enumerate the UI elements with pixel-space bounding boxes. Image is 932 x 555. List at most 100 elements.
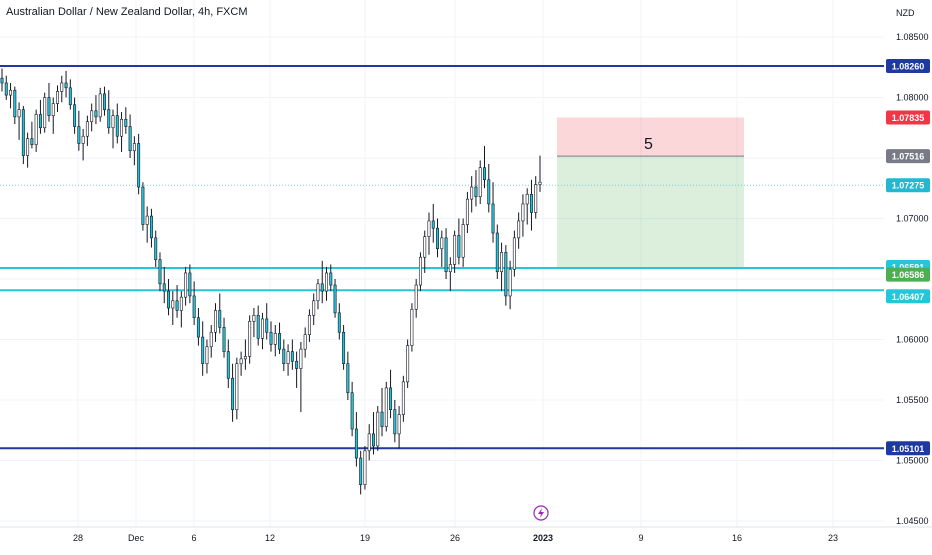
candle — [0, 68, 4, 92]
candle — [342, 324, 346, 370]
candle-body — [367, 433, 371, 452]
candle-body — [90, 110, 94, 122]
candle — [325, 266, 328, 301]
candle-body — [414, 284, 418, 310]
candle — [269, 321, 273, 352]
candle-body — [448, 264, 452, 273]
candle-body — [132, 143, 136, 152]
candle-body — [252, 314, 256, 322]
candle-body — [120, 118, 124, 137]
candle-body — [525, 194, 529, 205]
candle — [465, 191, 469, 234]
candle — [98, 87, 102, 122]
candle-body — [26, 138, 30, 156]
candle — [320, 260, 324, 304]
candle-body — [73, 104, 77, 127]
candle-body — [376, 411, 380, 447]
horizontal-lines[interactable] — [0, 65, 884, 450]
candle — [17, 102, 21, 140]
candle-body — [98, 93, 102, 118]
price-badge-label: 1.06586 — [892, 270, 925, 280]
candle — [265, 303, 269, 340]
candle-body — [329, 272, 333, 286]
currency-label: NZD — [896, 8, 915, 18]
candle-body — [359, 457, 363, 485]
candle — [111, 109, 115, 149]
candle — [286, 344, 290, 376]
price-badge-bg — [886, 110, 930, 125]
candle — [64, 70, 68, 98]
candle — [158, 252, 162, 292]
candle-body — [350, 392, 354, 430]
candle-body — [521, 203, 525, 222]
stop-zone[interactable] — [557, 117, 744, 157]
price-badge-bg — [886, 289, 930, 304]
position-tool[interactable]: 5 — [557, 117, 744, 269]
candle-body — [158, 259, 162, 285]
candle-body — [141, 186, 145, 225]
candle — [307, 309, 311, 342]
candle-body — [239, 358, 243, 364]
candle — [461, 218, 465, 267]
candle — [346, 351, 350, 400]
candle — [260, 312, 264, 350]
candle — [218, 293, 222, 334]
candle — [431, 203, 435, 243]
candle-body — [517, 220, 521, 239]
chart-title: Australian Dollar / New Zealand Dollar, … — [6, 6, 248, 18]
candle-body — [273, 333, 277, 345]
candle — [478, 160, 482, 204]
candle-body — [175, 300, 179, 311]
lightning-icon[interactable] — [533, 505, 549, 521]
position-label: 5 — [644, 136, 653, 153]
candle — [295, 351, 299, 388]
candle — [243, 339, 247, 370]
candle — [179, 291, 183, 328]
x-tick-label: 12 — [265, 533, 275, 543]
candle — [184, 266, 188, 306]
time-axis[interactable]: 28 Dec 6 12 19 26 2023 9 16 23 — [0, 526, 932, 543]
candle-body — [43, 97, 47, 129]
candle-body — [51, 103, 55, 116]
candle-body — [171, 300, 175, 309]
candle-body — [94, 110, 98, 118]
candle — [196, 308, 200, 346]
candle-body — [436, 227, 439, 250]
price-badge: 1.06407 — [886, 289, 930, 304]
candle-body — [167, 290, 170, 309]
y-tick-label: 1.05000 — [896, 456, 929, 466]
candle-body — [248, 321, 252, 357]
candle-body — [410, 308, 414, 346]
price-badges: 1.08260 1.06591 1.06407 1.05101 1.07835 1.075… — [886, 59, 930, 456]
candle-body — [115, 115, 119, 137]
candle-body — [406, 345, 410, 383]
candle-body — [34, 114, 38, 145]
candle — [500, 242, 504, 292]
candle — [401, 375, 405, 422]
candle-body — [312, 300, 316, 316]
icons[interactable] — [533, 505, 549, 521]
candle-body — [85, 121, 89, 137]
candle — [120, 112, 124, 152]
candle-body — [60, 82, 64, 92]
candle — [38, 99, 42, 134]
candle — [209, 324, 213, 358]
candle — [517, 212, 521, 249]
candle-body — [269, 331, 273, 345]
candle — [252, 308, 256, 338]
candle — [521, 194, 525, 237]
price-badge: 1.05101 — [886, 441, 930, 456]
candle — [525, 188, 529, 225]
candle — [423, 230, 427, 273]
candle — [504, 245, 508, 306]
candle-body — [346, 363, 350, 394]
candle — [43, 92, 47, 133]
candle — [418, 252, 422, 292]
candle-body — [107, 109, 111, 129]
candle — [436, 218, 439, 258]
price-badge-label: 1.06591 — [892, 262, 925, 272]
target-zone[interactable] — [557, 156, 744, 269]
candle — [235, 357, 239, 420]
